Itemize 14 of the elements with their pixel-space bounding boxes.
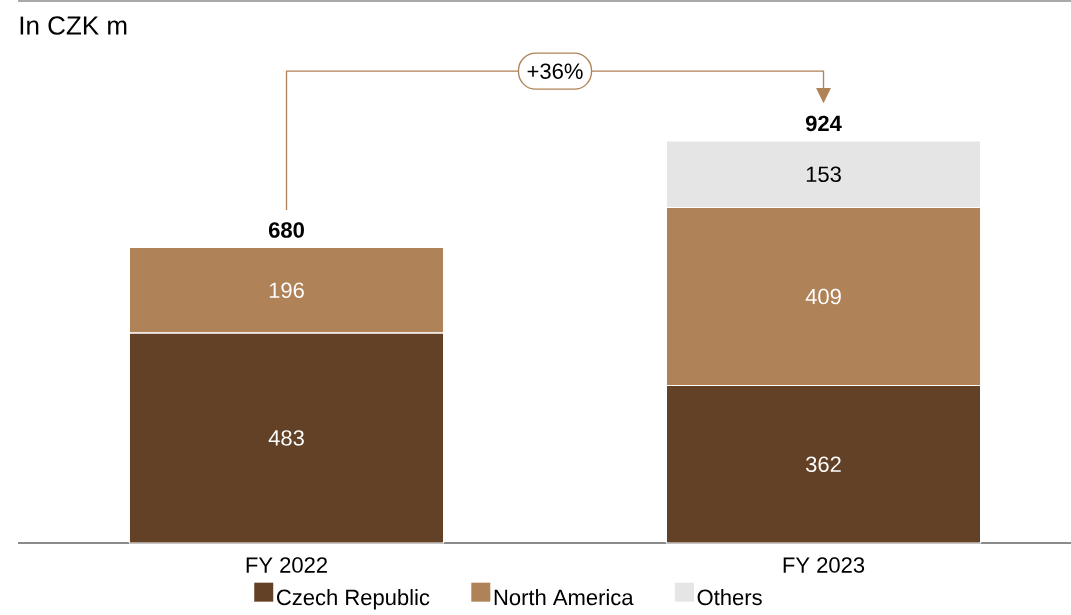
x-tick-label: FY 2022 xyxy=(246,557,327,573)
legend-label: North America xyxy=(494,589,634,606)
total-label: 680 xyxy=(268,222,304,238)
data-label: 483 xyxy=(268,430,304,446)
total-label: 924 xyxy=(805,115,842,132)
x-tick-label: FY 2023 xyxy=(783,557,865,573)
data-label: 362 xyxy=(805,456,841,473)
data-label: 153 xyxy=(806,166,841,183)
data-label: 409 xyxy=(805,288,841,305)
text: +36% xyxy=(527,63,583,79)
legend-label: Czech Republic xyxy=(277,589,430,610)
chart-title: In CZK m xyxy=(20,16,127,35)
data-label: 196 xyxy=(269,282,304,299)
legend-label: Others xyxy=(697,589,762,606)
